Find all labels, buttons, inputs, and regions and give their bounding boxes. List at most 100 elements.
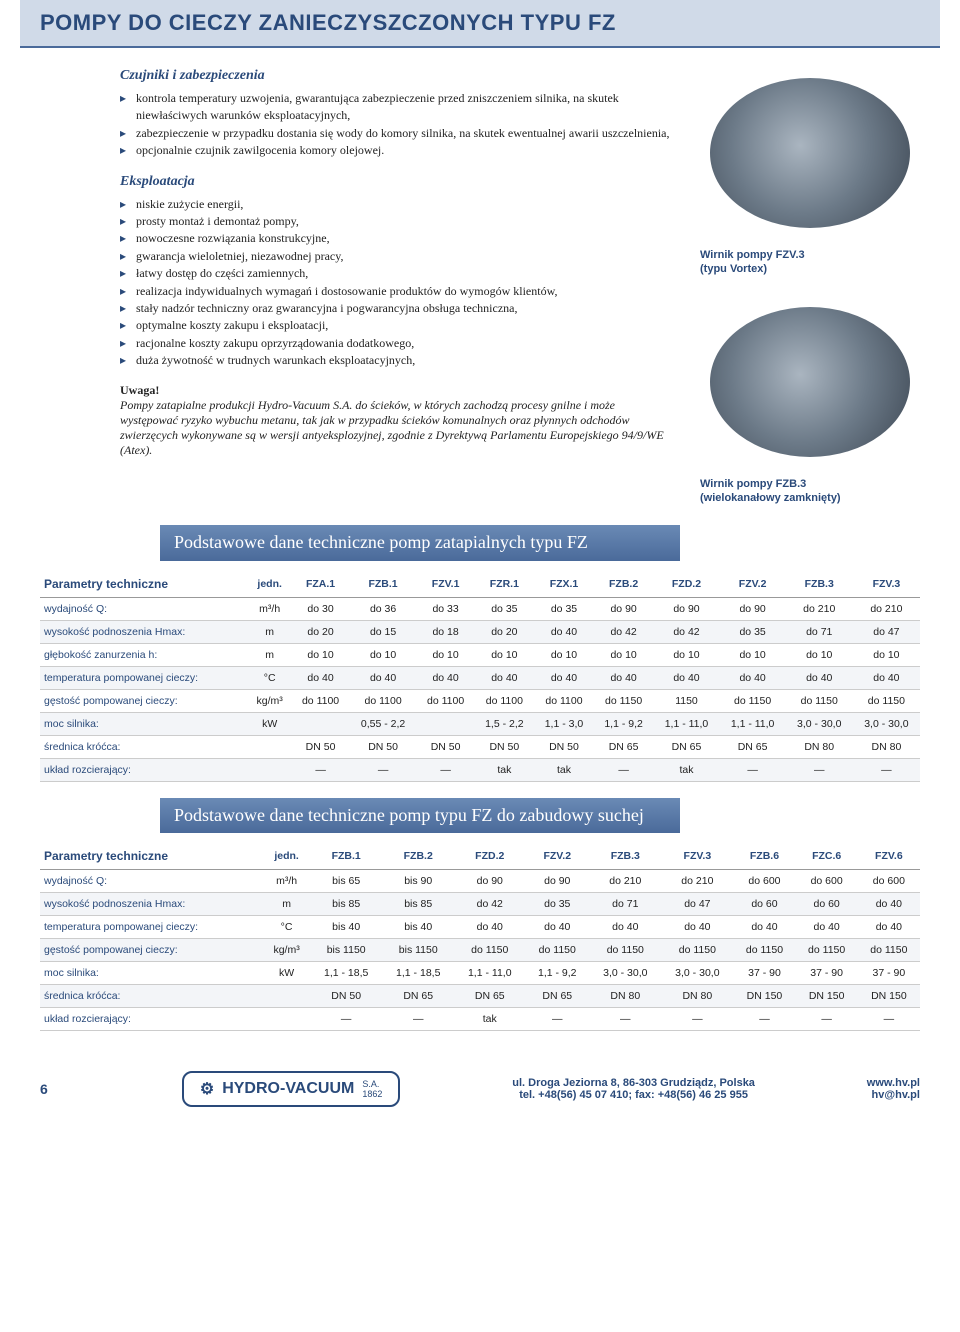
list-item: stały nadzór techniczny oraz gwarancyjna… xyxy=(120,300,670,317)
table-column-header: FZB.2 xyxy=(594,571,654,598)
footer-address: ul. Droga Jeziorna 8, 86-303 Grudziądz, … xyxy=(512,1077,755,1101)
table-column-header: FZB.3 xyxy=(786,571,853,598)
table-cell: do 10 xyxy=(653,643,719,666)
table-cell: m³/h xyxy=(263,869,310,892)
table-cell: — xyxy=(853,758,920,781)
table-cell: 3,0 - 30,0 xyxy=(786,712,853,735)
table-cell: DN 150 xyxy=(796,984,858,1007)
table-cell: DN 65 xyxy=(525,984,589,1007)
table-row: wysokość podnoszenia Hmax:mdo 20do 15do … xyxy=(40,620,920,643)
table-column-header: FZB.1 xyxy=(310,843,382,870)
table-cell: — xyxy=(310,1007,382,1030)
row-label: wysokość podnoszenia Hmax: xyxy=(40,892,263,915)
table-cell: do 40 xyxy=(661,915,733,938)
table-row: średnica króćca:DN 50DN 50DN 50DN 50DN 5… xyxy=(40,735,920,758)
table-cell: — xyxy=(589,1007,661,1030)
table-column-header: jedn. xyxy=(263,843,310,870)
table-row: średnica króćca:DN 50DN 65DN 65DN 65DN 8… xyxy=(40,984,920,1007)
table-cell: do 210 xyxy=(786,597,853,620)
table-cell: do 1100 xyxy=(534,689,594,712)
row-label: średnica króćca: xyxy=(40,735,248,758)
table-cell: do 35 xyxy=(525,892,589,915)
table-column-header: FZB.6 xyxy=(733,843,795,870)
eksploatacja-heading: Eksploatacja xyxy=(120,174,670,190)
table-cell: do 40 xyxy=(417,666,475,689)
table-cell: DN 80 xyxy=(853,735,920,758)
table-cell: °C xyxy=(248,666,292,689)
list-item: gwarancja wieloletniej, niezawodnej prac… xyxy=(120,248,670,265)
list-item: nowoczesne rozwiązania konstrukcyjne, xyxy=(120,230,670,247)
row-label: gęstość pompowanej cieczy: xyxy=(40,689,248,712)
table-column-header: FZB.2 xyxy=(382,843,454,870)
table-cell: do 35 xyxy=(534,597,594,620)
list-item: realizacja indywidualnych wymagań i dost… xyxy=(120,283,670,300)
table-column-header: FZV.2 xyxy=(525,843,589,870)
row-label: temperatura pompowanej cieczy: xyxy=(40,915,263,938)
table-cell: — xyxy=(796,1007,858,1030)
table-cell: do 1150 xyxy=(720,689,786,712)
table2-title: Podstawowe dane techniczne pomp typu FZ … xyxy=(160,798,680,833)
table-cell: do 10 xyxy=(475,643,535,666)
table-cell: do 40 xyxy=(733,915,795,938)
table-cell: bis 85 xyxy=(382,892,454,915)
table-cell: — xyxy=(382,1007,454,1030)
table-cell: 1150 xyxy=(653,689,719,712)
table-cell: DN 150 xyxy=(858,984,920,1007)
table-submersible-params: Parametry technicznejedn.FZA.1FZB.1FZV.1… xyxy=(40,571,920,782)
row-label: wysokość podnoszenia Hmax: xyxy=(40,620,248,643)
table-cell: do 90 xyxy=(653,597,719,620)
table-cell: do 1150 xyxy=(589,938,661,961)
table-cell: do 40 xyxy=(796,915,858,938)
table-column-header: FZV.3 xyxy=(661,843,733,870)
table-row: wysokość podnoszenia Hmax:mbis 85bis 85d… xyxy=(40,892,920,915)
table-header-label: Parametry techniczne xyxy=(40,843,263,870)
table-cell xyxy=(263,984,310,1007)
table-cell: do 10 xyxy=(720,643,786,666)
table-row: wydajność Q:m³/hdo 30do 36do 33do 35do 3… xyxy=(40,597,920,620)
table-cell: 1,1 - 11,0 xyxy=(653,712,719,735)
table-cell: DN 150 xyxy=(733,984,795,1007)
table-cell: do 1100 xyxy=(350,689,417,712)
table-cell: do 90 xyxy=(454,869,525,892)
table-cell: — xyxy=(786,758,853,781)
images-column: Wirnik pompy FZV.3 (typu Vortex) Wirnik … xyxy=(700,68,920,505)
table-cell: DN 80 xyxy=(589,984,661,1007)
table-cell: DN 65 xyxy=(454,984,525,1007)
table-cell: DN 50 xyxy=(350,735,417,758)
table-cell: do 36 xyxy=(350,597,417,620)
table-cell: do 10 xyxy=(350,643,417,666)
table-cell: m³/h xyxy=(248,597,292,620)
table-cell: DN 50 xyxy=(417,735,475,758)
impeller-closed-image xyxy=(710,307,910,457)
table-cell: 37 - 90 xyxy=(858,961,920,984)
table-cell xyxy=(263,1007,310,1030)
text-column: Czujniki i zabezpieczenia kontrola tempe… xyxy=(40,68,670,505)
table-cell: do 600 xyxy=(733,869,795,892)
table-cell: do 1150 xyxy=(853,689,920,712)
table-cell: do 42 xyxy=(454,892,525,915)
table-cell: do 71 xyxy=(786,620,853,643)
table-cell: m xyxy=(248,620,292,643)
table-cell: °C xyxy=(263,915,310,938)
list-item: optymalne koszty zakupu i eksploatacji, xyxy=(120,317,670,334)
table-cell: do 42 xyxy=(594,620,654,643)
eksploatacja-list: niskie zużycie energii, prosty montaż i … xyxy=(120,196,670,370)
image-caption-1: Wirnik pompy FZV.3 (typu Vortex) xyxy=(700,248,920,277)
table-cell: kg/m³ xyxy=(248,689,292,712)
table-cell: bis 1150 xyxy=(310,938,382,961)
table-cell: do 60 xyxy=(733,892,795,915)
table-row: moc silnika:kW1,1 - 18,51,1 - 18,51,1 - … xyxy=(40,961,920,984)
table-cell: do 210 xyxy=(661,869,733,892)
table-cell: do 600 xyxy=(796,869,858,892)
table-cell: 3,0 - 30,0 xyxy=(589,961,661,984)
table-cell: tak xyxy=(534,758,594,781)
table-cell: tak xyxy=(475,758,535,781)
table-cell: do 60 xyxy=(796,892,858,915)
table-cell: do 1100 xyxy=(417,689,475,712)
row-label: wydajność Q: xyxy=(40,869,263,892)
warning-body: Pompy zatapialne produkcji Hydro-Vacuum … xyxy=(120,398,664,457)
list-item: zabezpieczenie w przypadku dostania się … xyxy=(120,125,670,142)
table-column-header: FZR.1 xyxy=(475,571,535,598)
table-cell: — xyxy=(661,1007,733,1030)
table-cell: do 40 xyxy=(589,915,661,938)
